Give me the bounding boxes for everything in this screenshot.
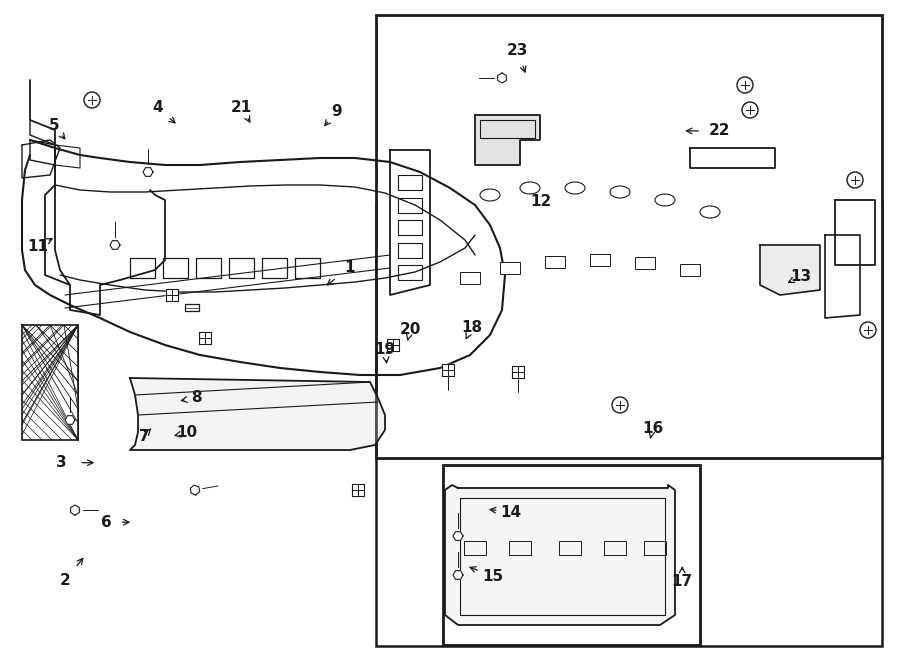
Text: 22: 22	[709, 124, 731, 138]
Polygon shape	[453, 570, 463, 579]
Text: 17: 17	[671, 574, 693, 589]
Bar	[460, 272, 480, 284]
Bar	[545, 256, 565, 268]
Circle shape	[847, 172, 863, 188]
Text: 14: 14	[500, 505, 522, 520]
Circle shape	[737, 77, 753, 93]
Bar	[509, 541, 531, 555]
Circle shape	[742, 102, 758, 118]
Polygon shape	[143, 168, 153, 176]
Text: 21: 21	[230, 100, 252, 114]
Text: 11: 11	[27, 239, 49, 254]
Polygon shape	[442, 364, 454, 376]
Bar	[604, 541, 626, 555]
Text: 9: 9	[331, 104, 342, 118]
Bar	[590, 254, 610, 266]
Bar	[185, 304, 199, 311]
Polygon shape	[453, 531, 463, 540]
Text: 13: 13	[790, 269, 812, 284]
Bar	[635, 257, 655, 269]
Bar	[464, 541, 486, 555]
Polygon shape	[166, 289, 178, 301]
Text: 18: 18	[461, 320, 482, 334]
Polygon shape	[387, 339, 399, 351]
Circle shape	[860, 322, 876, 338]
Polygon shape	[445, 485, 675, 625]
Polygon shape	[352, 484, 364, 496]
Polygon shape	[760, 245, 820, 295]
Bar	[500, 262, 520, 274]
Bar	[376, 15, 882, 458]
Text: 8: 8	[191, 391, 202, 405]
Ellipse shape	[480, 189, 500, 201]
Ellipse shape	[520, 182, 540, 194]
Ellipse shape	[565, 182, 585, 194]
Polygon shape	[65, 416, 75, 424]
Bar	[376, 203, 882, 646]
Text: 6: 6	[101, 515, 112, 529]
Ellipse shape	[655, 194, 675, 206]
Text: 16: 16	[642, 421, 663, 436]
Text: 15: 15	[482, 569, 504, 584]
Polygon shape	[512, 366, 524, 378]
Bar	[644, 541, 666, 555]
Polygon shape	[130, 378, 385, 450]
Bar	[680, 264, 700, 276]
Circle shape	[84, 92, 100, 108]
Text: 20: 20	[400, 322, 421, 336]
Polygon shape	[475, 115, 540, 165]
Polygon shape	[498, 73, 507, 83]
Text: 4: 4	[152, 100, 163, 115]
Text: 10: 10	[176, 426, 198, 440]
Text: 2: 2	[59, 573, 70, 588]
Polygon shape	[190, 485, 200, 495]
Text: 19: 19	[374, 342, 396, 356]
Polygon shape	[199, 332, 211, 344]
Bar	[443, 465, 700, 645]
Polygon shape	[71, 505, 79, 515]
Ellipse shape	[610, 186, 630, 198]
Text: 23: 23	[507, 44, 528, 58]
Polygon shape	[110, 241, 120, 249]
Bar	[559, 541, 581, 555]
Text: 1: 1	[344, 260, 355, 275]
Text: 7: 7	[139, 429, 149, 444]
Circle shape	[612, 397, 628, 413]
Text: 5: 5	[49, 118, 59, 133]
Ellipse shape	[700, 206, 720, 218]
Text: 12: 12	[530, 194, 552, 209]
Text: 3: 3	[56, 455, 67, 470]
